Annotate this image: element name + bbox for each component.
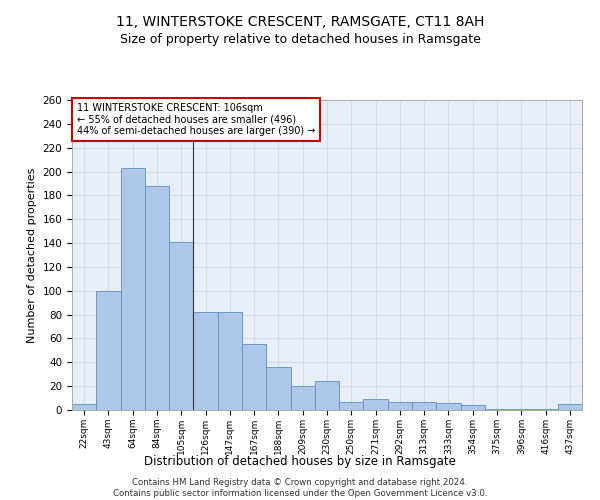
Bar [193, 312, 218, 410]
Text: Distribution of detached houses by size in Ramsgate: Distribution of detached houses by size … [144, 455, 456, 468]
Text: 11 WINTERSTOKE CRESCENT: 106sqm
← 55% of detached houses are smaller (496)
44% o: 11 WINTERSTOKE CRESCENT: 106sqm ← 55% of… [77, 103, 316, 136]
Bar [145, 186, 169, 410]
Bar [364, 400, 388, 410]
Bar [412, 402, 436, 410]
Bar [315, 382, 339, 410]
Bar [242, 344, 266, 410]
Bar [485, 409, 509, 410]
Bar [509, 409, 533, 410]
Y-axis label: Number of detached properties: Number of detached properties [27, 168, 37, 342]
Bar [96, 291, 121, 410]
Text: Size of property relative to detached houses in Ramsgate: Size of property relative to detached ho… [119, 32, 481, 46]
Bar [339, 402, 364, 410]
Bar [388, 402, 412, 410]
Bar [169, 242, 193, 410]
Bar [121, 168, 145, 410]
Bar [436, 403, 461, 410]
Bar [218, 312, 242, 410]
Bar [533, 409, 558, 410]
Text: 11, WINTERSTOKE CRESCENT, RAMSGATE, CT11 8AH: 11, WINTERSTOKE CRESCENT, RAMSGATE, CT11… [116, 15, 484, 29]
Text: Contains HM Land Registry data © Crown copyright and database right 2024.
Contai: Contains HM Land Registry data © Crown c… [113, 478, 487, 498]
Bar [461, 405, 485, 410]
Bar [290, 386, 315, 410]
Bar [72, 404, 96, 410]
Bar [266, 367, 290, 410]
Bar [558, 404, 582, 410]
